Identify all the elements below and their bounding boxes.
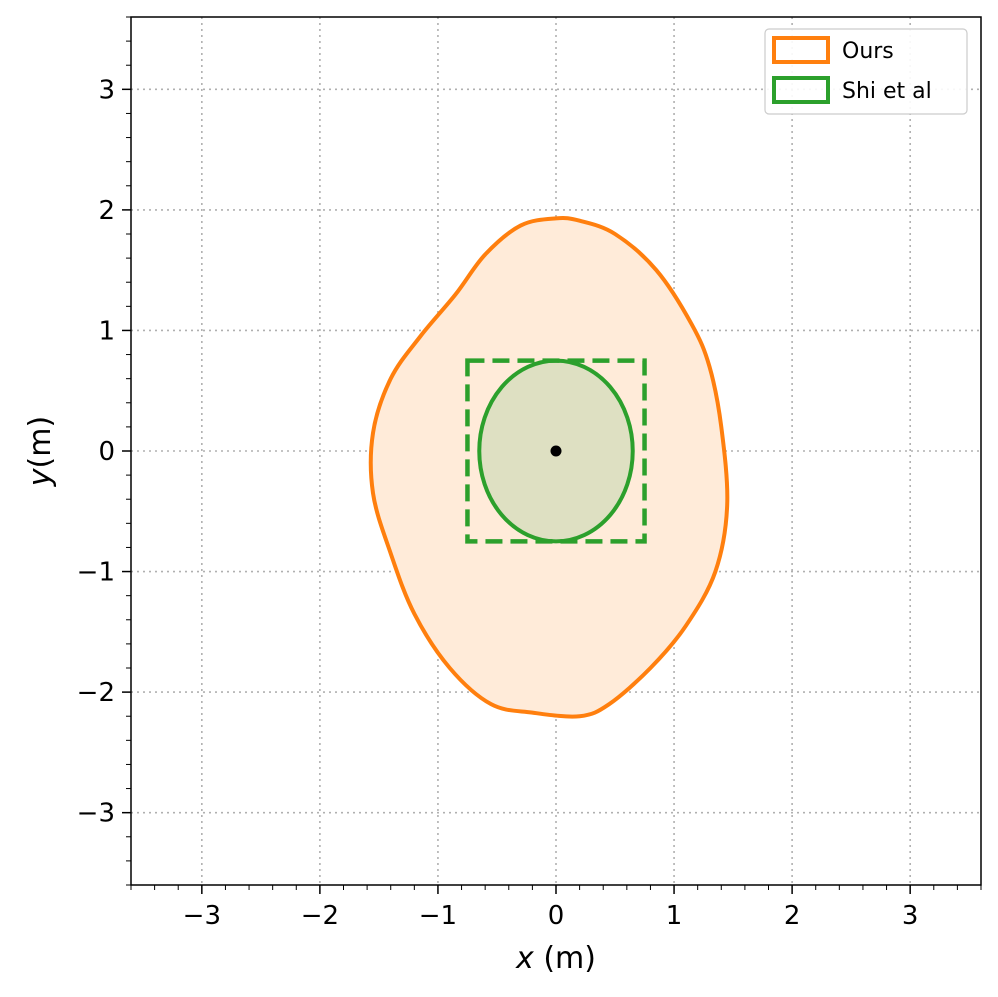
y-tick-label: −2 [77, 678, 115, 708]
ticks [122, 16, 982, 894]
y-axis-label-var: y [23, 467, 58, 487]
y-tick-label: 0 [98, 437, 115, 467]
x-axis-label-unit: (m) [534, 941, 596, 976]
y-axis-label: y(m) [23, 416, 58, 487]
y-tick-label: 2 [98, 196, 115, 226]
chart-marks [368, 215, 730, 719]
x-axis-label-var: x [515, 941, 534, 976]
legend-box [764, 28, 968, 115]
legend-label-ours: Ours [842, 39, 894, 64]
y-tick-label: 3 [98, 75, 115, 105]
legend-swatch-shi-et-al [772, 76, 830, 104]
y-tick-label: −3 [77, 799, 115, 829]
x-tick-label: 2 [784, 901, 801, 931]
y-axis-label-unit: (m) [23, 416, 58, 469]
legend-label-shi-et-al: Shi et al [842, 79, 932, 104]
x-tick-label: −2 [301, 901, 339, 931]
x-tick-label: −1 [419, 901, 457, 931]
center-point [550, 445, 562, 457]
x-axis-label: x (m) [515, 941, 596, 976]
x-tick-label: −3 [183, 901, 221, 931]
tick-labels: −3 −2 −1 0 1 2 3 −3 −2 −1 0 1 2 3 [77, 75, 919, 931]
legend-swatch-ours [772, 36, 830, 64]
x-tick-label: 3 [902, 901, 919, 931]
x-tick-label: 0 [548, 901, 565, 931]
y-tick-label: 1 [98, 316, 115, 346]
x-tick-label: 1 [666, 901, 683, 931]
legend: Ours Shi et al [764, 28, 968, 115]
y-tick-label: −1 [77, 558, 115, 588]
rect-shi-et-al-bounding-box [465, 358, 647, 544]
